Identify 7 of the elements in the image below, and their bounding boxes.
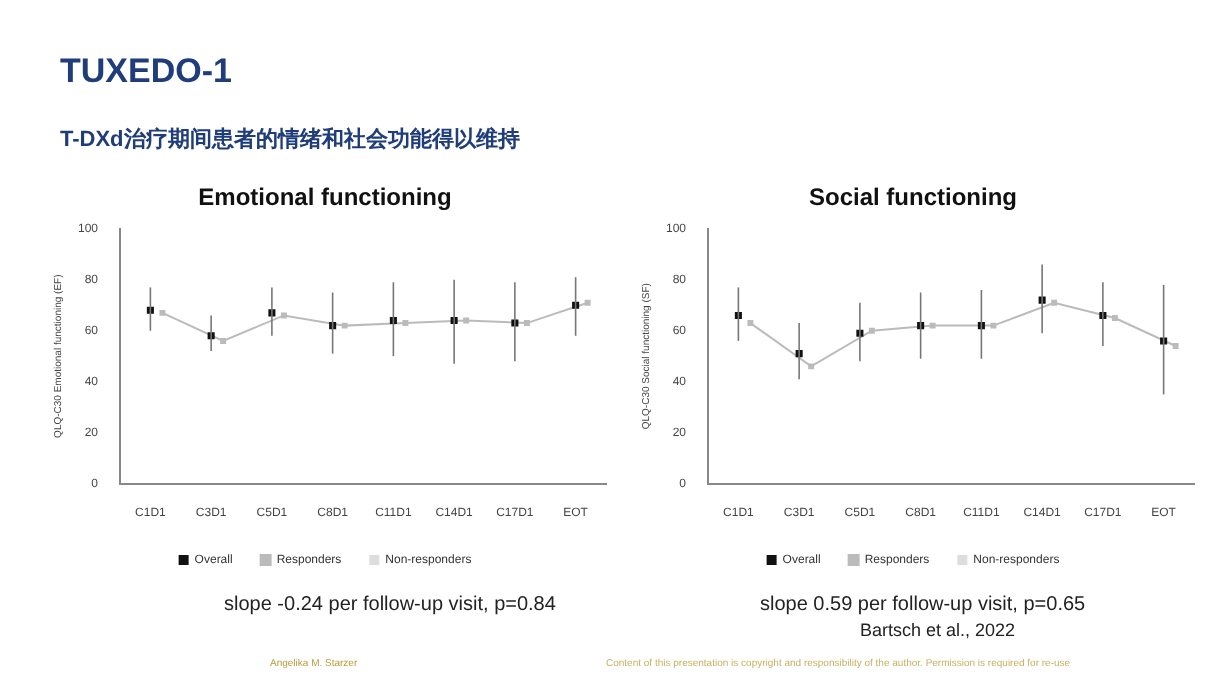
text: T-DXd治疗期间患者的情绪和社会功能得以维持 [60, 125, 520, 154]
chart-title: Social functioning [809, 183, 1017, 212]
text: slope 0.59 per follow-up visit, p=0.65 [760, 594, 1086, 616]
text: slope -0.24 per follow-up visit, p=0.84 [224, 594, 556, 616]
text: TUXEDO-1 [60, 52, 232, 92]
chart-title: Emotional functioning [198, 183, 452, 212]
text: Bartsch et al., 2022 [860, 620, 1016, 640]
